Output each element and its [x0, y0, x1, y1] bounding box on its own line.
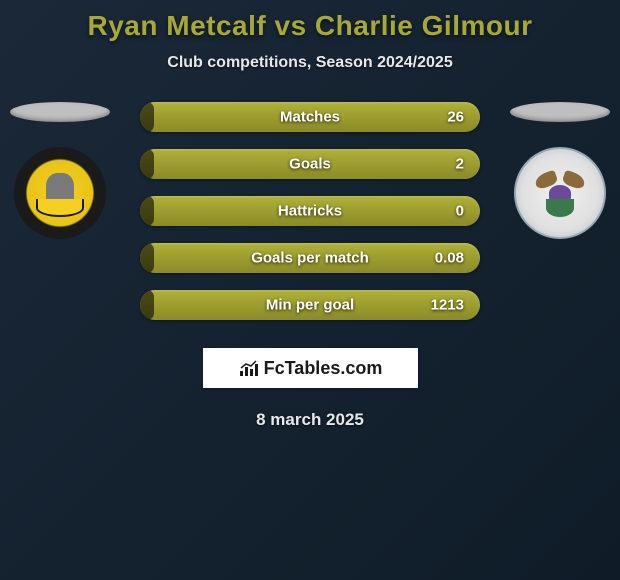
stat-label: Goals — [289, 156, 331, 173]
page-title: Ryan Metcalf vs Charlie Gilmour — [0, 0, 620, 42]
right-team-ellipse — [510, 102, 610, 122]
stat-value: 26 — [447, 109, 464, 126]
left-team-crest — [14, 147, 106, 239]
stats-bars: Matches 26 Goals 2 Hattricks 0 Goals per… — [140, 102, 480, 320]
comparison-content: Matches 26 Goals 2 Hattricks 0 Goals per… — [0, 102, 620, 430]
stat-bar-fill — [140, 196, 154, 226]
stat-label: Matches — [280, 109, 340, 126]
right-team-crest — [514, 147, 606, 239]
footer-date: 8 march 2025 — [0, 410, 620, 430]
left-team-zone — [5, 102, 115, 239]
left-team-ellipse — [10, 102, 110, 122]
brand-text: FcTables.com — [264, 358, 383, 379]
stat-label: Min per goal — [266, 297, 354, 314]
stat-value: 0.08 — [435, 250, 464, 267]
stat-row: Matches 26 — [140, 102, 480, 132]
stat-value: 1213 — [431, 297, 464, 314]
stat-bar-fill — [140, 149, 154, 179]
stat-row: Min per goal 1213 — [140, 290, 480, 320]
stat-row: Hattricks 0 — [140, 196, 480, 226]
brand-box: FcTables.com — [203, 348, 418, 388]
thistle-icon — [542, 185, 578, 221]
stat-bar-fill — [140, 243, 154, 273]
stat-value: 0 — [456, 203, 464, 220]
stat-label: Hattricks — [278, 203, 342, 220]
stat-row: Goals 2 — [140, 149, 480, 179]
stat-bar-fill — [140, 290, 154, 320]
stat-value: 2 — [456, 156, 464, 173]
chart-icon — [238, 359, 260, 377]
stat-bar-fill — [140, 102, 154, 132]
page-subtitle: Club competitions, Season 2024/2025 — [0, 54, 620, 72]
stat-label: Goals per match — [251, 250, 369, 267]
stat-row: Goals per match 0.08 — [140, 243, 480, 273]
right-team-zone — [505, 102, 615, 239]
